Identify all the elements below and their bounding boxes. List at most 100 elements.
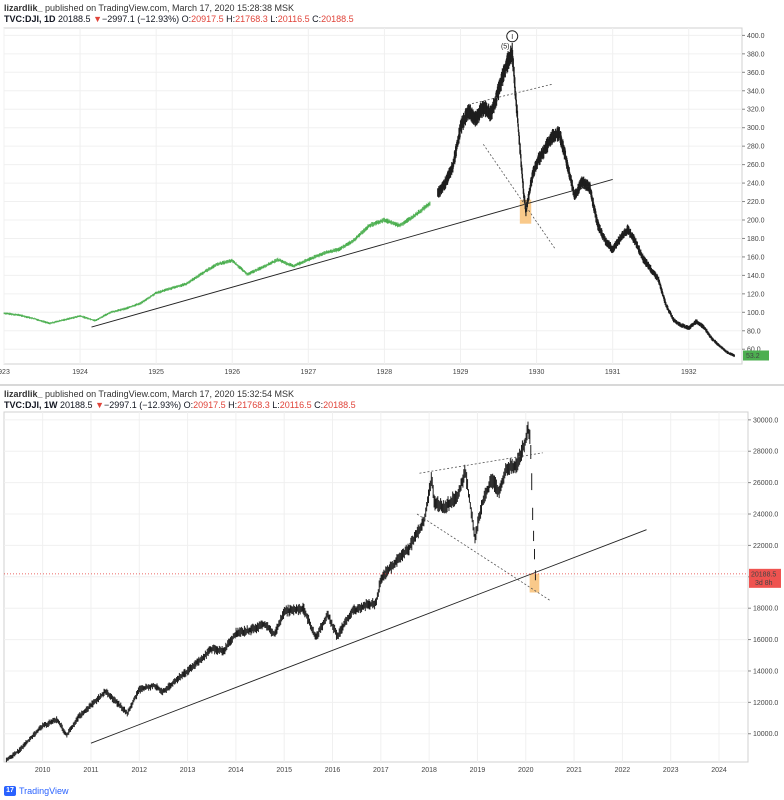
y-tick-label: 280.0: [747, 144, 765, 151]
price-chart-1d[interactable]: 400.0 380.0 360.0 340.0 320.0 300.0 280.0 260.0…: [0, 0, 784, 384]
price-tag: [743, 350, 769, 361]
tradingview-brand[interactable]: 17 TradingView: [4, 786, 69, 796]
y-tick-label: 16000.0: [753, 637, 778, 644]
low-value: 20116.5: [279, 400, 312, 410]
y-tick-label: 18000.0: [753, 606, 778, 613]
chart-panel-1d: lizardlik_ published on TradingView.com,…: [0, 0, 784, 384]
price-change: −2997.1 (−12.93%): [104, 400, 182, 410]
open-value: 20917.5: [193, 400, 226, 410]
y-tick-label: 240.0: [747, 181, 765, 188]
y-tick-label: 300.0: [747, 125, 765, 132]
x-tick-label: 1924: [72, 369, 88, 376]
symbol-label: TVC:DJI, 1D: [4, 14, 56, 24]
dashed-channel-bottom: [416, 513, 551, 601]
y-tick-label: 12000.0: [753, 700, 778, 707]
open-value: 20917.5: [191, 14, 224, 24]
y-tick-label: 320.0: [747, 107, 765, 114]
panel-divider: [0, 384, 784, 386]
x-tick-label: 923: [0, 369, 10, 376]
x-tick-label: 2016: [325, 767, 341, 774]
x-tick-label: 1927: [301, 369, 317, 376]
publish-info: lizardlik_ published on TradingView.com,…: [4, 3, 294, 13]
trendline-support: [90, 529, 647, 744]
close-label: C:: [314, 400, 324, 410]
x-tick-label: 1929: [453, 369, 469, 376]
x-tick-label: 1926: [224, 369, 240, 376]
y-tick-label: 120.0: [747, 291, 765, 298]
y-tick-label: 160.0: [747, 254, 765, 261]
x-tick-label: 1928: [377, 369, 393, 376]
y-tick-label: 24000.0: [753, 512, 778, 519]
brand-name: TradingView: [19, 786, 69, 796]
high-value: 21768.3: [235, 14, 268, 24]
y-tick-label: 30000.0: [753, 417, 778, 424]
y-tick-label: 14000.0: [753, 668, 778, 675]
low-label: L:: [270, 14, 278, 24]
price-change: −2997.1 (−12.93%): [102, 14, 180, 24]
wave-label: (5): [501, 43, 510, 50]
y-tick-label: 220.0: [747, 199, 765, 206]
y-tick-label: 60.0: [747, 347, 761, 354]
low-label: L:: [272, 400, 280, 410]
x-tick-label: 2015: [276, 767, 292, 774]
open-label: O:: [183, 400, 194, 410]
last-price: 20188.5: [60, 400, 93, 410]
wave-circle: [506, 30, 519, 43]
x-tick-label: 1932: [681, 369, 697, 376]
y-tick-label: 100.0: [747, 310, 765, 317]
low-value: 20116.5: [277, 14, 310, 24]
y-tick-label: 260.0: [747, 162, 765, 169]
x-tick-label: 2014: [228, 767, 244, 774]
x-tick-label: 2019: [470, 767, 486, 774]
price-tag-countdown: 3d 8h: [755, 580, 773, 587]
close-value: 20188.5: [323, 400, 356, 410]
price-tag-label: 20188.5: [751, 571, 776, 578]
y-tick-label: 26000.0: [753, 480, 778, 487]
ohlc-legend: TVC:DJI, 1W 20188.5 ▼−2997.1 (−12.93%) O…: [4, 400, 356, 410]
y-tick-label: 180.0: [747, 236, 765, 243]
dashed-channel-top: [419, 452, 543, 474]
price-chart-1w[interactable]: 30000.028000.026000.024000.022000.020000…: [0, 386, 784, 782]
x-tick-label: 1930: [529, 369, 545, 376]
y-tick-label: 80.0: [747, 328, 761, 335]
price-tag: [749, 568, 781, 588]
y-tick-label: 140.0: [747, 273, 765, 280]
highlight-zone: [529, 573, 540, 593]
chart-panel-1w: lizardlik_ published on TradingView.com,…: [0, 386, 784, 782]
x-tick-label: 2011: [83, 767, 98, 774]
author-name[interactable]: lizardlik_: [4, 3, 43, 13]
down-arrow-icon: ▼: [93, 14, 103, 24]
x-tick-label: 2021: [566, 767, 582, 774]
publish-date: published on TradingView.com, March 17, …: [45, 389, 295, 399]
plot-area: [3, 411, 749, 763]
down-arrow-icon: ▼: [95, 400, 105, 410]
y-tick-label: 360.0: [747, 70, 765, 77]
x-tick-label: 2013: [180, 767, 196, 774]
y-tick-label: 340.0: [747, 88, 765, 95]
y-tick-label: 200.0: [747, 218, 765, 225]
x-tick-label: 1931: [605, 369, 621, 376]
trendline-support: [91, 178, 613, 328]
publish-info: lizardlik_ published on TradingView.com,…: [4, 389, 294, 399]
y-tick-label: 22000.0: [753, 543, 778, 550]
ohlc-legend: TVC:DJI, 1D 20188.5 ▼−2997.1 (−12.93%) O…: [4, 14, 354, 24]
high-value: 21768.3: [237, 400, 270, 410]
x-tick-label: 2017: [373, 767, 389, 774]
dashed-channel-bottom: [482, 144, 556, 250]
x-tick-label: 2022: [615, 767, 631, 774]
close-label: C:: [312, 14, 322, 24]
last-price: 20188.5: [58, 14, 91, 24]
author-name[interactable]: lizardlik_: [4, 389, 43, 399]
high-label: H:: [228, 400, 238, 410]
tradingview-logo-icon: 17: [4, 786, 16, 796]
high-label: H:: [226, 14, 236, 24]
x-tick-label: 2010: [35, 767, 51, 774]
close-value: 20188.5: [321, 14, 354, 24]
open-label: O:: [181, 14, 192, 24]
x-tick-label: 2018: [421, 767, 437, 774]
x-tick-label: 2020: [518, 767, 534, 774]
symbol-label: TVC:DJI, 1W: [4, 400, 58, 410]
price-tag-label: 53.2: [746, 353, 760, 360]
y-tick-label: 28000.0: [753, 449, 778, 456]
y-tick-label: 10000.0: [753, 731, 778, 738]
